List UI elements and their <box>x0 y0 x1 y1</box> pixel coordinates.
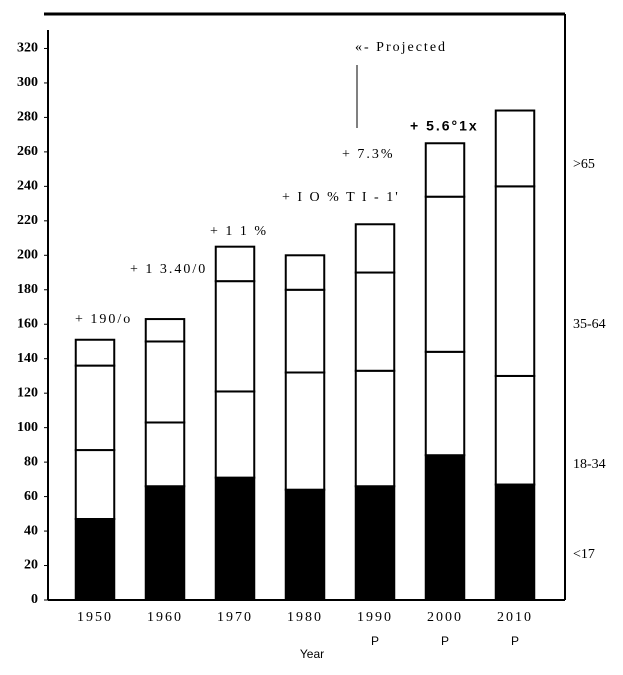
bar-segment <box>424 350 466 457</box>
x-sublabel: P <box>511 634 519 648</box>
bar-segment <box>144 485 186 602</box>
annotation: + 190/o <box>75 312 132 327</box>
bar-segment <box>494 374 536 486</box>
bar-segment <box>354 485 396 602</box>
y-tick-label: 100 <box>17 420 38 435</box>
x-axis-title: Year <box>300 647 324 661</box>
y-tick-label: 240 <box>17 179 38 194</box>
bar-segment <box>494 185 536 377</box>
y-tick-label: 20 <box>24 558 38 573</box>
bar-segment <box>284 371 326 491</box>
bar-segment <box>214 390 256 479</box>
series-label: 35-64 <box>573 317 606 332</box>
bar-segment <box>74 449 116 520</box>
bar-segment <box>214 280 256 393</box>
bar-segment <box>74 364 116 452</box>
bar-segment <box>424 454 466 602</box>
x-tick-label: 1980 <box>287 610 323 625</box>
y-tick-label: 300 <box>17 75 38 90</box>
bar-segment <box>144 421 186 488</box>
x-sublabel: P <box>441 634 449 648</box>
x-tick-label: 2000 <box>427 610 463 625</box>
y-tick-label: 80 <box>24 454 38 469</box>
y-tick-label: 180 <box>17 282 38 297</box>
bar-segment <box>494 483 536 601</box>
bar-segment <box>144 340 186 424</box>
bar-segment <box>214 245 256 283</box>
bar-segment <box>284 254 326 291</box>
y-tick-label: 160 <box>17 316 38 331</box>
annotation: + I O % T I - 1' <box>282 190 400 205</box>
x-tick-label: 1960 <box>147 610 183 625</box>
annotation: + 7.3% <box>342 147 395 162</box>
bar-segment <box>424 195 466 353</box>
bar-segment <box>354 223 396 274</box>
y-tick-label: 40 <box>24 523 38 538</box>
bar-segment <box>494 109 536 188</box>
x-tick-label: 1950 <box>77 610 113 625</box>
bar-segment <box>424 142 466 198</box>
y-tick-label: 0 <box>31 592 38 607</box>
series-label: 18-34 <box>573 457 606 472</box>
bar-segment <box>284 288 326 374</box>
y-tick-label: 200 <box>17 248 38 263</box>
bar-segment <box>214 476 256 602</box>
x-tick-label: 1990 <box>357 610 393 625</box>
x-tick-label: 2010 <box>497 610 533 625</box>
y-tick-label: 220 <box>17 213 38 228</box>
annotation: «- Projected <box>355 40 447 55</box>
y-tick-label: 280 <box>17 110 38 125</box>
bar-segment <box>144 318 186 343</box>
y-tick-label: 60 <box>24 489 38 504</box>
x-sublabel: P <box>371 634 379 648</box>
bar-segment <box>74 517 116 602</box>
bar-segment <box>354 369 396 488</box>
x-tick-label: 1970 <box>217 610 253 625</box>
annotation: + 1 1 % <box>210 224 268 239</box>
annotation: + 1 3.40/0 <box>130 262 207 277</box>
bar-segment <box>354 271 396 372</box>
annotation: + 5.6°1x <box>410 118 479 134</box>
y-tick-label: 260 <box>17 144 38 159</box>
series-label: <17 <box>573 547 595 562</box>
y-tick-label: 320 <box>17 41 38 56</box>
series-label: >65 <box>573 157 595 172</box>
y-tick-label: 140 <box>17 351 38 366</box>
bar-segment <box>284 488 326 602</box>
y-tick-label: 120 <box>17 385 38 400</box>
bar-segment <box>74 338 116 367</box>
